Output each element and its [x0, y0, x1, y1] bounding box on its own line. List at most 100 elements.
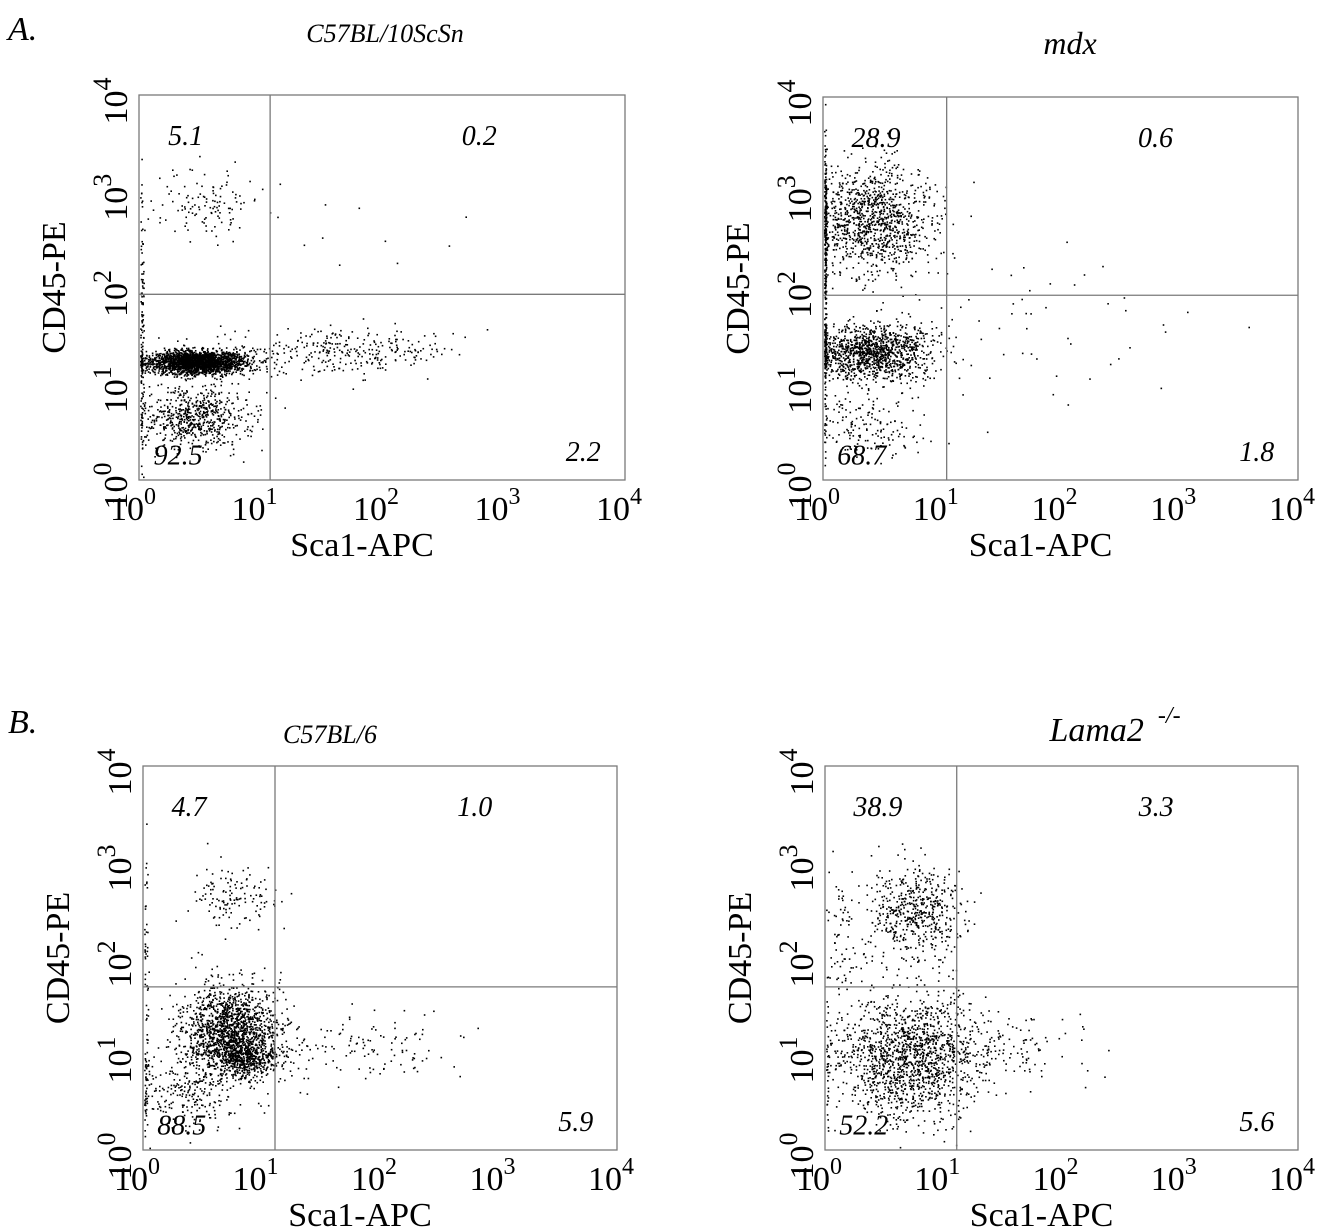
- event-dot: [198, 408, 200, 410]
- event-dot: [899, 203, 902, 206]
- event-dot: [224, 363, 227, 366]
- event-dot: [867, 223, 870, 225]
- event-dot: [225, 347, 228, 349]
- event-dot: [881, 219, 884, 221]
- event-dot: [894, 188, 897, 191]
- event-dot: [182, 409, 185, 411]
- event-dot: [239, 195, 241, 197]
- event-dot: [208, 405, 210, 408]
- event-dot: [836, 231, 839, 234]
- event-dot: [163, 428, 165, 431]
- event-dot: [191, 351, 194, 354]
- event-dot: [273, 344, 275, 347]
- event-dot: [203, 369, 205, 372]
- event-dot: [217, 358, 220, 361]
- event-dot: [837, 213, 840, 216]
- event-dot: [163, 347, 166, 350]
- event-dot: [160, 352, 162, 355]
- event-dot: [220, 415, 223, 418]
- event-dot: [197, 409, 199, 412]
- event-dot: [884, 204, 886, 206]
- event-dot: [881, 239, 884, 241]
- event-dot: [167, 411, 169, 413]
- event-dot: [870, 180, 872, 183]
- event-dot: [854, 240, 857, 243]
- event-dot: [228, 212, 231, 214]
- event-dot: [152, 414, 154, 416]
- event-dot: [857, 202, 859, 205]
- event-dot: [873, 177, 875, 180]
- event-dot: [278, 370, 281, 373]
- event-dot: [831, 202, 833, 205]
- event-dot: [221, 373, 223, 376]
- event-dot: [186, 373, 189, 376]
- event-dot: [220, 359, 223, 361]
- event-dot: [232, 357, 234, 360]
- event-dot: [140, 381, 142, 383]
- event-dot: [436, 350, 439, 353]
- event-dot: [864, 179, 866, 182]
- event-dot: [166, 374, 169, 376]
- event-dot: [867, 218, 870, 220]
- event-dot: [897, 215, 900, 218]
- event-dot: [350, 362, 352, 364]
- event-dot: [285, 373, 287, 375]
- event-dot: [222, 413, 224, 416]
- event-dot: [189, 423, 191, 425]
- event-dot: [142, 314, 145, 316]
- event-dot: [254, 351, 257, 353]
- event-dot: [881, 363, 884, 365]
- event-dot: [861, 203, 863, 206]
- event-dot: [186, 356, 189, 358]
- event-dot: [877, 320, 879, 323]
- event-dot: [184, 370, 186, 372]
- event-dot: [845, 241, 848, 244]
- event-dot: [224, 409, 227, 411]
- event-dot: [166, 405, 169, 408]
- event-dot: [853, 181, 856, 183]
- event-dot: [191, 402, 194, 405]
- event-dot: [216, 418, 219, 420]
- event-dot: [241, 363, 244, 365]
- event-dot: [826, 207, 828, 210]
- event-dot: [218, 393, 220, 395]
- event-dot: [247, 435, 249, 437]
- event-dot: [869, 252, 872, 255]
- event-dot: [881, 182, 884, 185]
- event-dot: [845, 358, 847, 360]
- event-dot: [177, 366, 180, 368]
- event-dot: [172, 391, 174, 394]
- event-dot: [158, 360, 160, 362]
- event-dot: [178, 355, 180, 357]
- event-dot: [294, 347, 297, 350]
- event-dot: [141, 321, 144, 324]
- event-dot: [214, 226, 216, 228]
- event-dot: [167, 407, 169, 409]
- event-dot: [230, 364, 233, 366]
- event-dot: [186, 418, 189, 421]
- event-dot: [140, 229, 143, 232]
- event-dot: [846, 213, 848, 216]
- event-dot: [223, 366, 225, 368]
- event-dot: [270, 375, 273, 378]
- event-dot: [170, 362, 173, 365]
- event-dot: [185, 416, 188, 418]
- event-dot: [853, 208, 856, 210]
- event-dot: [171, 405, 174, 408]
- event-dot: [396, 262, 399, 265]
- event-dot: [141, 371, 144, 373]
- event-dot: [869, 254, 872, 257]
- event-dot: [840, 229, 843, 232]
- event-dot: [203, 363, 205, 365]
- event-dot: [208, 355, 210, 357]
- event-dot: [300, 379, 302, 381]
- event-dot: [191, 354, 194, 356]
- event-dot: [894, 220, 896, 223]
- event-dot: [902, 261, 905, 263]
- event-dot: [225, 374, 227, 377]
- event-dot: [173, 448, 176, 451]
- event-dots: [824, 103, 1250, 467]
- event-dot: [148, 356, 151, 359]
- event-dot: [198, 371, 201, 374]
- event-dot: [329, 324, 332, 327]
